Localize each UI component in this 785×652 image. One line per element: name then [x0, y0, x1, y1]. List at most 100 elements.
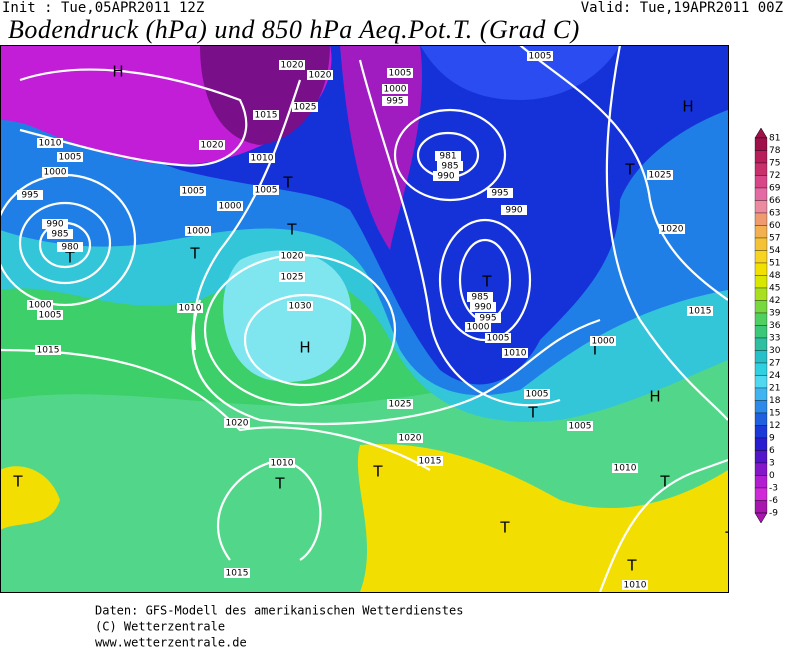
isobar	[598, 458, 728, 592]
colorbar-segment	[754, 462, 768, 476]
label-bg	[180, 186, 206, 196]
isobar-label: 1020	[281, 61, 304, 71]
label-bg	[622, 580, 648, 590]
label-bg	[185, 226, 211, 236]
isobar-label: 990	[46, 220, 63, 230]
isobar-label: 1005	[39, 311, 62, 321]
label-bg	[57, 152, 83, 162]
isobar-label: 985	[441, 162, 458, 172]
colorbar-label: 39	[769, 309, 781, 319]
pressure-center: T	[481, 273, 492, 291]
colorbar-segment	[754, 350, 768, 364]
colorbar-segment	[754, 437, 768, 451]
isobar-label: 1010	[251, 154, 274, 164]
isobar-label: 1015	[419, 457, 442, 467]
colorbar-segment	[754, 137, 768, 151]
colorbar-label: 30	[769, 346, 781, 356]
isobar-label: 1020	[226, 419, 249, 429]
label-bg	[387, 68, 413, 78]
colorbar-segment	[754, 400, 768, 414]
label-bg	[433, 171, 459, 181]
isobar	[243, 293, 367, 387]
colorbar-segment	[754, 175, 768, 189]
pressure-center: T	[64, 249, 75, 267]
isobar-label: 1020	[399, 434, 422, 444]
colorbar-label: 81	[769, 134, 780, 144]
label-bg	[567, 421, 593, 431]
pressure-center: T	[626, 557, 637, 575]
colorbar-label: 69	[769, 184, 781, 194]
pressure-center: T	[372, 463, 383, 481]
isobar-label: 1005	[182, 187, 205, 197]
label-bg	[287, 301, 313, 311]
label-bg	[217, 201, 243, 211]
colorbar-segment	[754, 487, 768, 501]
label-bg	[37, 138, 63, 148]
label-bg	[249, 153, 275, 163]
colorbar-label: 6	[769, 446, 775, 456]
pressure-center: T	[189, 245, 200, 263]
colorbar-label: -9	[769, 509, 778, 519]
isobar-label: 1000	[219, 202, 242, 212]
colorbar-label: 54	[769, 246, 781, 256]
isobar-label: 1005	[59, 153, 82, 163]
label-bg	[177, 303, 203, 313]
label-bg	[253, 185, 279, 195]
pressure-center: T	[12, 473, 23, 491]
label-bg	[42, 167, 68, 177]
init-time: Init : Tue,05APR2011 12Z	[2, 0, 204, 16]
isobar-label: 1010	[614, 464, 637, 474]
label-bg	[475, 313, 501, 323]
colorbar-segment	[754, 212, 768, 226]
pressure-center: T	[589, 341, 600, 359]
colorbar-segment	[754, 412, 768, 426]
isobar-label: 1010	[179, 304, 202, 314]
label-bg	[27, 300, 53, 310]
label-bg	[279, 272, 305, 282]
field-blue-n	[420, 45, 620, 100]
label-bg	[387, 399, 413, 409]
label-bg	[224, 418, 250, 428]
colorbar-segment	[754, 300, 768, 314]
colorbar-segment	[754, 450, 768, 464]
colorbar-segment	[754, 475, 768, 489]
label-bg	[435, 151, 461, 161]
colorbar-segment	[754, 162, 768, 176]
label-bg	[224, 568, 250, 578]
colorbar-label: 66	[769, 196, 781, 206]
label-bg	[253, 110, 279, 120]
isobar-label: 1010	[39, 139, 62, 149]
colorbar-label: 78	[769, 146, 781, 156]
pressure-center: H	[682, 98, 693, 116]
colorbar-segment	[754, 237, 768, 251]
isobar-label: 1005	[569, 422, 592, 432]
isobar-label: 1015	[255, 111, 278, 121]
colorbar-label: 15	[769, 409, 780, 419]
colorbar-label: 0	[769, 471, 775, 481]
colorbar-segment	[754, 387, 768, 401]
colorbar-segment	[754, 500, 768, 514]
isobar-label: 985	[471, 293, 488, 303]
colorbar-segment	[754, 375, 768, 389]
field-yellow-w	[0, 466, 60, 530]
colorbar-segment	[754, 425, 768, 439]
footer-line: www.wetterzentrale.de	[95, 636, 247, 649]
label-bg	[470, 302, 496, 312]
colorbar: 8178757269666360575451484542393633302724…	[754, 127, 781, 524]
label-bg	[35, 345, 61, 355]
label-bg	[485, 333, 511, 343]
isobar	[18, 201, 112, 285]
isobar-label: 985	[51, 230, 68, 240]
label-bg	[659, 224, 685, 234]
isobar-label: 1015	[226, 569, 249, 579]
colorbar-segment	[754, 312, 768, 326]
colorbar-cap	[754, 512, 768, 524]
colorbar-label: 48	[769, 271, 781, 281]
colorbar-segment	[754, 362, 768, 376]
label-bg	[465, 322, 491, 332]
colorbar-segment	[754, 325, 768, 339]
label-bg	[437, 161, 463, 171]
pressure-center: T	[282, 174, 293, 192]
colorbar-label: 63	[769, 209, 780, 219]
isobar	[519, 45, 728, 301]
